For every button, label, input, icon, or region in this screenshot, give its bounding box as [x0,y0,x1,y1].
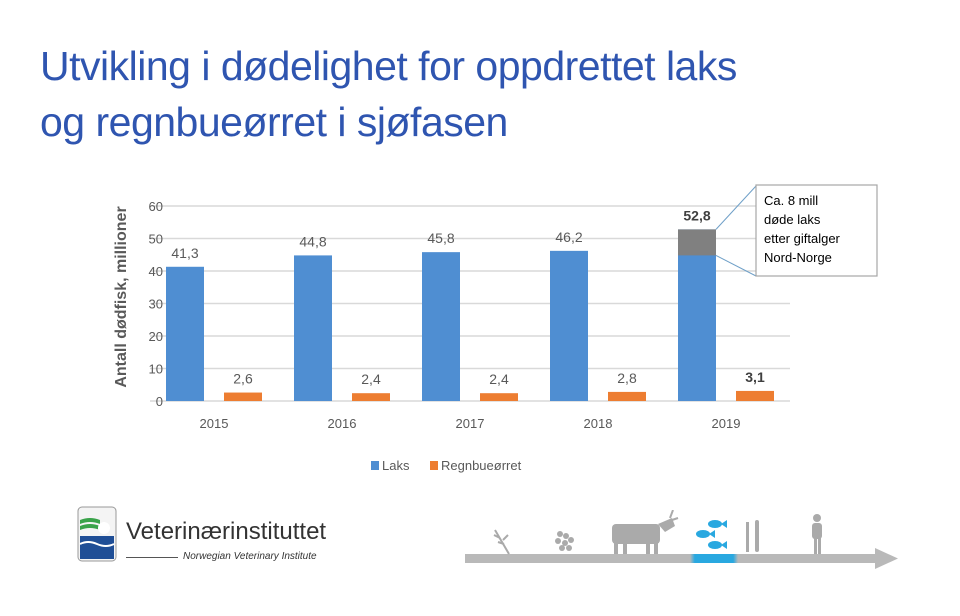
logo-subtitle: Norwegian Veterinary Institute [183,551,317,562]
y-tick-label: 40 [149,264,163,279]
cutlery-icon [746,520,759,552]
bar-laks-2017 [422,252,460,401]
callout-line-top [715,185,757,230]
logo-name: Veterinærinstituttet [126,518,327,545]
bar-laks-2015 [166,266,204,401]
feed-icon [555,531,574,551]
x-tick-label: 2016 [328,416,357,431]
callout-box [755,184,878,277]
y-tick-label: 20 [149,329,163,344]
title-line-1: Utvikling i dødelighet for oppdrettet la… [40,43,737,89]
value-chain-arrow [465,510,898,569]
data-label: 3,1 [745,369,765,385]
fish-icon [696,520,727,549]
data-label: 52,8 [683,207,710,223]
legend-label-regnbueorret: Regnbueørret [441,458,522,473]
callout-line-bottom [715,254,757,277]
x-tick-label: 2015 [200,416,229,431]
y-tick-label: 30 [149,297,163,312]
bar-regnbueorret-2017 [480,393,518,401]
y-tick-label: 0 [156,394,163,409]
legend-swatch-laks [371,461,379,470]
x-tick-label: 2017 [456,416,485,431]
callout-text: etter giftalger [764,231,841,246]
data-label: 2,6 [233,371,253,387]
y-tick-label: 10 [149,362,163,377]
logo-icon [77,506,117,562]
x-tick-label: 2018 [584,416,613,431]
data-label: 41,3 [171,245,198,261]
annotation-callout: Ca. 8 mill døde laks etter giftalger Nord-N… [715,184,878,277]
bar-regnbueorret-2018 [608,391,646,401]
data-label: 45,8 [427,230,454,246]
bar-laks-2019 [678,229,716,401]
y-tick-label: 50 [149,232,163,247]
data-label: 44,8 [299,233,326,249]
legend: Laks Regnbueørret [371,458,522,473]
logo-divider [126,557,178,558]
y-axis-label: Antall dødfisk, millioner [113,206,130,387]
callout-text: Ca. 8 mill [764,193,818,208]
legend-label-laks: Laks [382,458,410,473]
bar-laks-2016 [294,255,332,401]
plant-icon [493,529,510,555]
slide-title: Utvikling i dødelighet for oppdrettet la… [40,38,737,150]
y-tick-label: 60 [149,199,163,214]
bar-regnbueorret-2016 [352,393,390,401]
bar-laks-2018 [550,250,588,401]
title-line-2: og regnbueørret i sjøfasen [40,99,508,145]
cow-icon [612,510,679,554]
legend-swatch-regnbueorret [430,461,438,470]
bar-regnbueorret-2019 [736,390,774,401]
callout-text: døde laks [764,212,821,227]
callout-text: Nord-Norge [764,250,832,265]
bar-regnbueorret-2015 [224,392,262,401]
x-tick-label: 2019 [712,416,741,431]
person-icon [812,514,822,554]
data-label: 46,2 [555,229,582,245]
data-label: 2,8 [617,370,637,386]
data-label: 2,4 [489,371,509,387]
highlight-segment [678,229,716,256]
data-label: 2,4 [361,371,381,387]
